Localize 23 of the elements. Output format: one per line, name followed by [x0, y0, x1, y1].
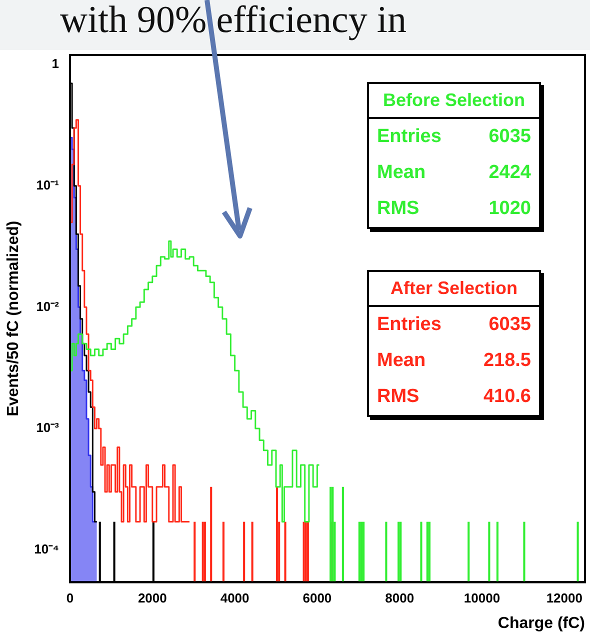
- text: RMS 1020: [377, 198, 531, 219]
- y-tick-label: 10⁻³: [36, 420, 60, 436]
- y-tick-label: 10⁻²: [36, 298, 60, 314]
- x-tick-label: 0: [66, 590, 74, 606]
- y-tick-label: 10⁻¹: [36, 177, 59, 192]
- text: Entries 6035: [377, 126, 531, 147]
- x-tick-label: 8000: [385, 590, 414, 606]
- x-tick-label: 6000: [302, 590, 332, 606]
- y-tick-label: 1: [52, 56, 59, 72]
- text: RMS 410.6: [377, 386, 531, 407]
- text: Before Selection: [369, 84, 539, 119]
- x-tick-label: 2000: [138, 590, 167, 606]
- text: Mean 218.5: [377, 350, 531, 371]
- x-tick-label: 4000: [220, 590, 250, 606]
- x-tick-label: 12000: [546, 590, 582, 606]
- text: After Selection: [369, 272, 539, 307]
- y-axis-title: Events/50 fC (normalized): [5, 220, 22, 416]
- x-tick-label: 10000: [464, 590, 500, 606]
- x-axis-title: Charge (fC): [498, 614, 585, 632]
- text: Entries 6035: [377, 314, 531, 335]
- y-tick-label: 10⁻⁴: [34, 541, 59, 556]
- text: Mean 2424: [377, 162, 531, 183]
- text: with 90% efficiency in: [60, 0, 406, 42]
